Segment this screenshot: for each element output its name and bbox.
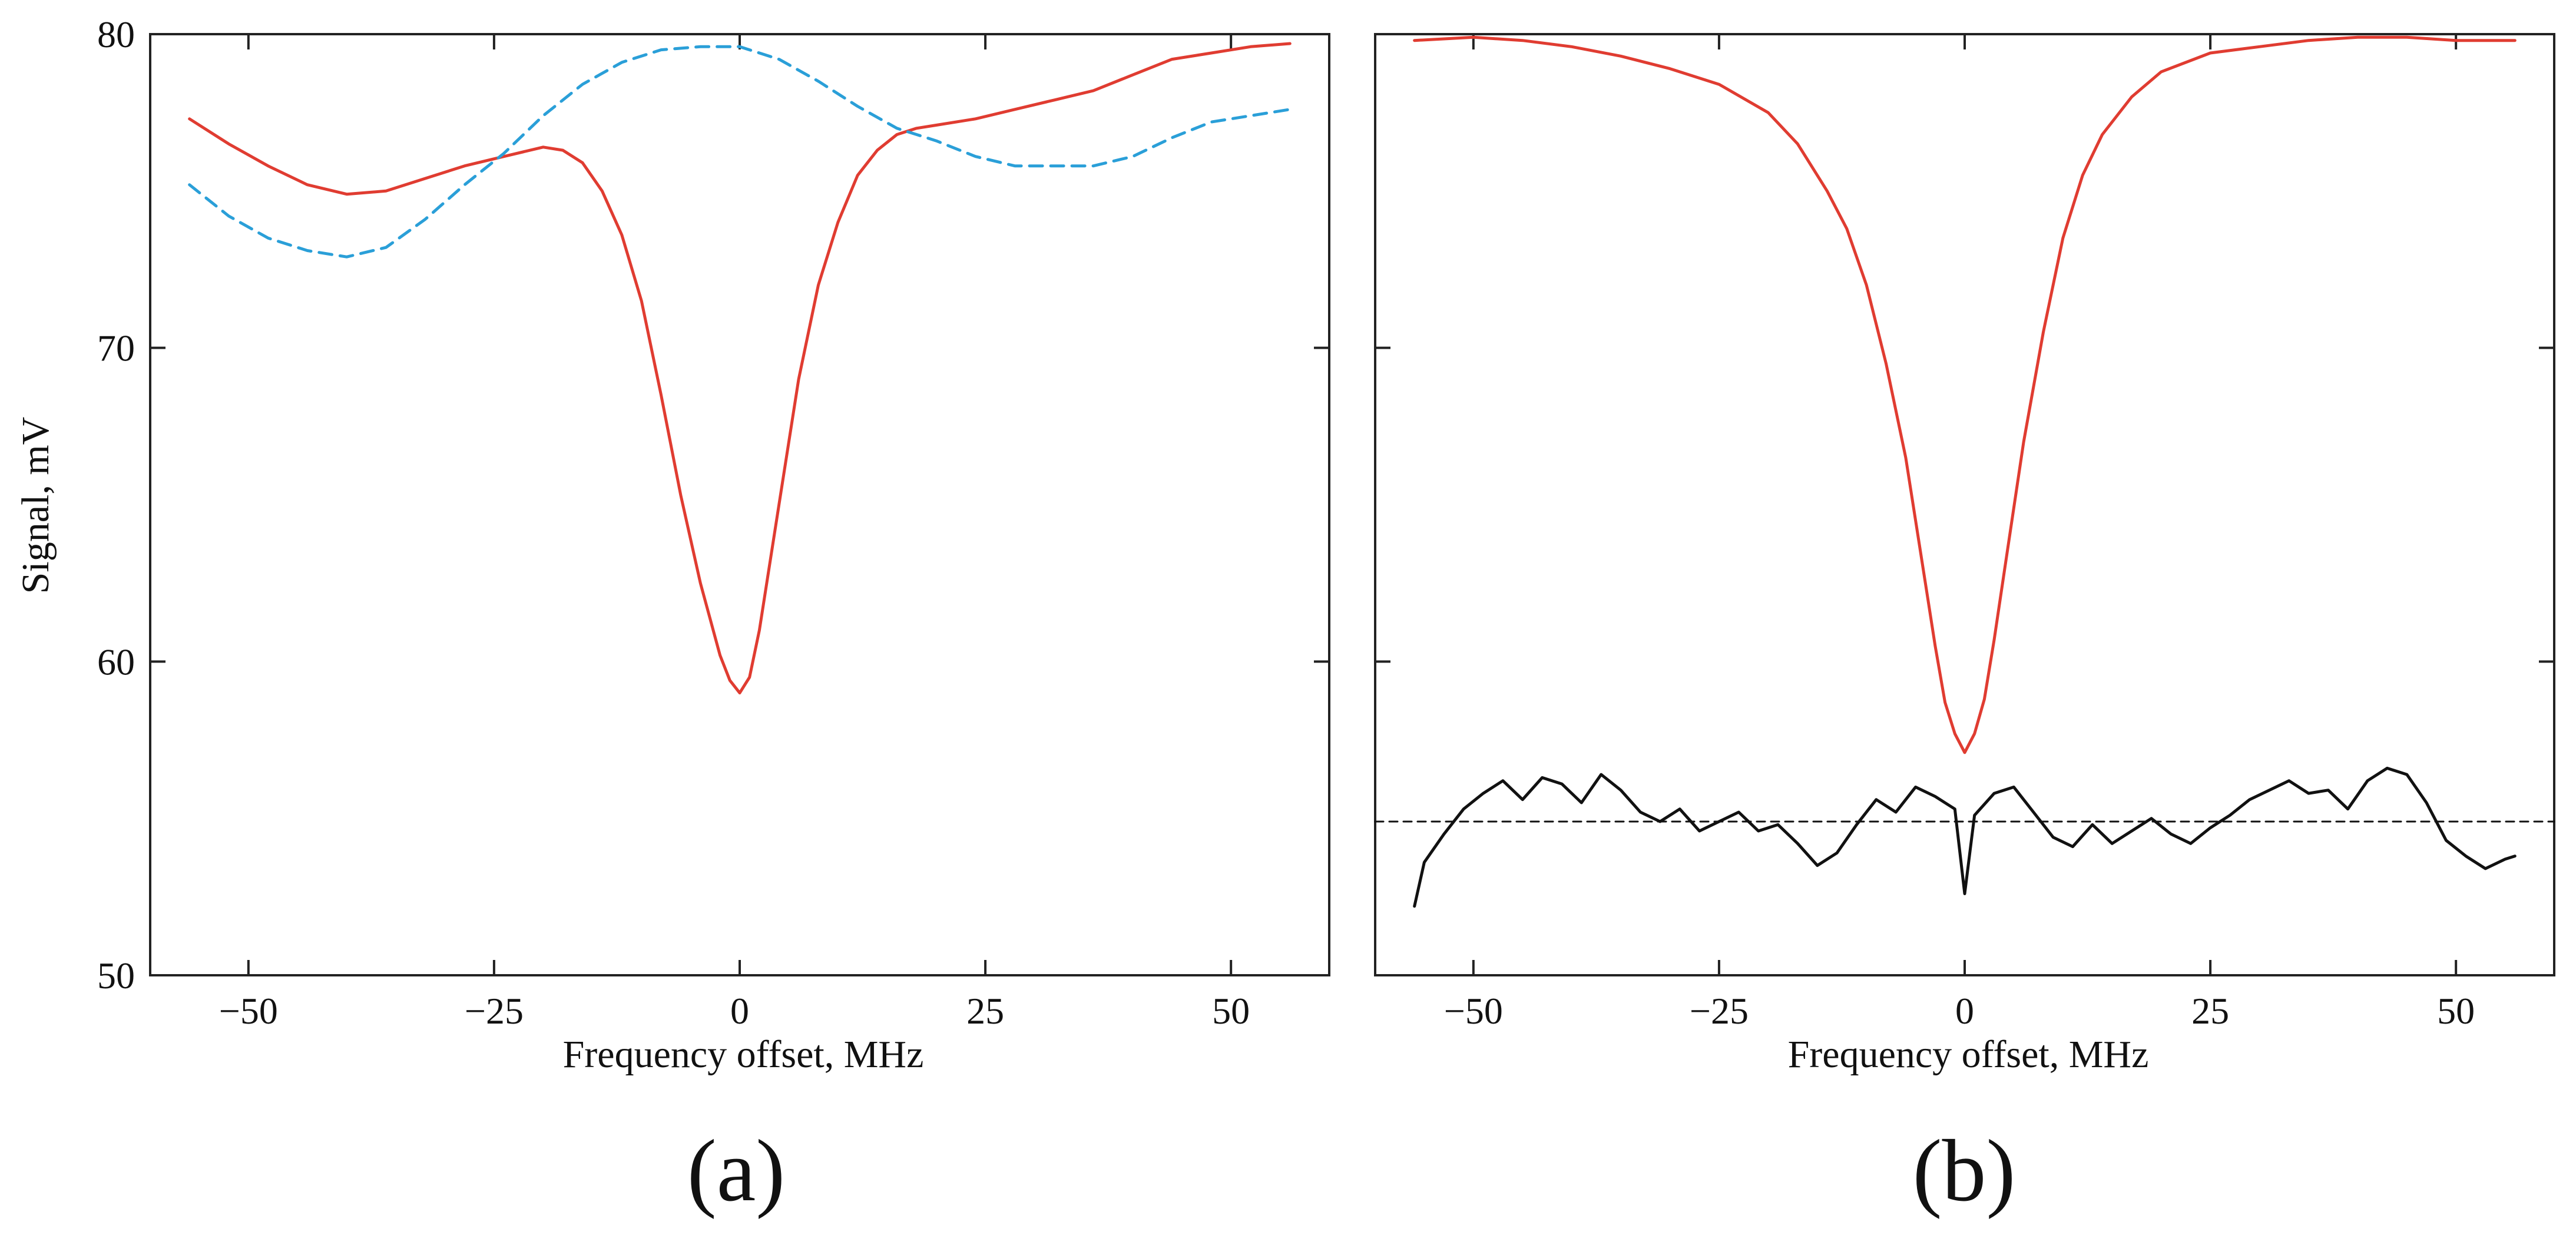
x-axis-label-b: Frequency offset, MHz [1788, 1033, 2149, 1076]
x-tick-label-a: 0 [730, 990, 749, 1032]
series-line-black-noise-b [1413, 766, 2517, 908]
x-tick-label-b: 50 [2437, 990, 2475, 1032]
series-line-red-solid-a [188, 42, 1292, 695]
y-tick-label-a: 80 [97, 14, 135, 55]
y-tick-label-a: 70 [97, 327, 135, 369]
x-tick-label-a: 50 [1212, 990, 1250, 1032]
panel-label-a: (a) [687, 1122, 785, 1220]
plot-frame-a [149, 33, 1330, 976]
series-group-a [188, 42, 1292, 695]
series-line-blue-dashed-a [188, 45, 1292, 259]
x-tick-label-a: 25 [966, 990, 1004, 1032]
panel-b: −50 −25 0 25 50 Frequency offset, MHz (b) [1374, 33, 2555, 1220]
panel-label-b: (b) [1913, 1122, 2016, 1220]
x-tick-label-a: −25 [465, 990, 524, 1032]
x-tick-label-b: 0 [1955, 990, 1974, 1032]
y-axis-label: Signal, mV [14, 417, 57, 594]
x-tick-label-b: 25 [2191, 990, 2229, 1032]
x-axis-label-a: Frequency offset, MHz [563, 1033, 924, 1076]
y-ticks-b [1375, 33, 2554, 976]
x-ticks-b: −50 −25 0 25 50 [1444, 34, 2475, 1032]
plot-frame-b [1374, 33, 2555, 976]
x-ticks-a: −50 −25 0 25 50 [219, 34, 1250, 1032]
series-line-red-solid-b [1413, 35, 2517, 754]
y-tick-label-a: 60 [97, 641, 135, 683]
y-ticks-a: 50 60 70 80 [97, 14, 1329, 996]
x-tick-label-b: −50 [1444, 990, 1503, 1032]
panel-a: −50 −25 0 25 50 50 60 70 80 Frequency offset, M… [14, 14, 1330, 1220]
x-tick-label-a: −50 [219, 990, 278, 1032]
series-group-b [1374, 35, 2555, 908]
x-tick-label-b: −25 [1690, 990, 1749, 1032]
y-tick-label-a: 50 [97, 955, 135, 996]
